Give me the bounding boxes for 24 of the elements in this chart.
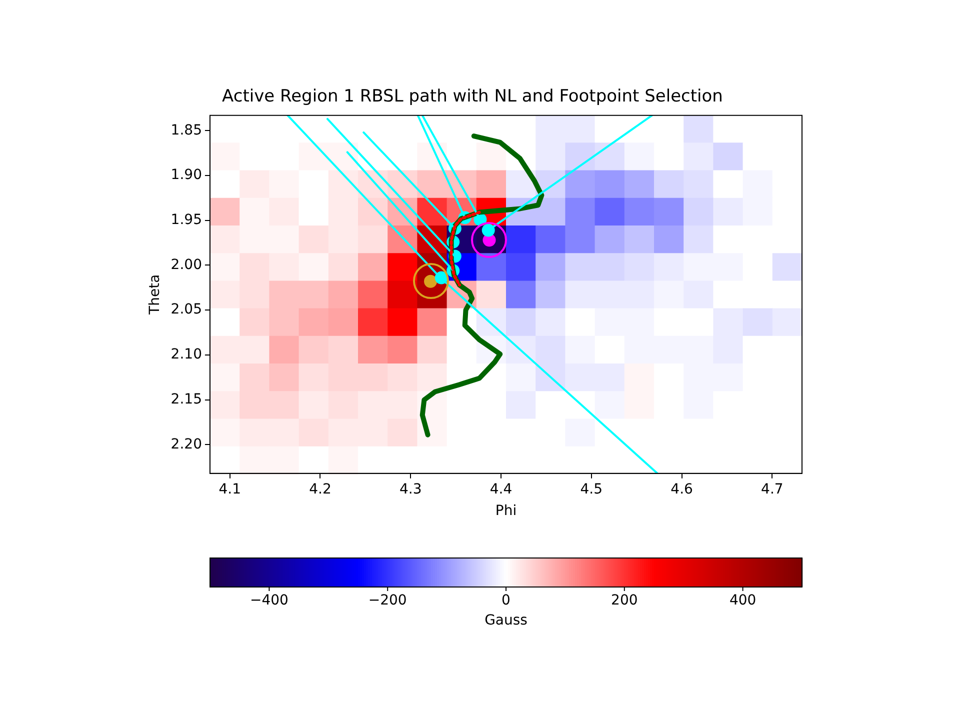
y-tick-label: 2.15 <box>170 391 202 408</box>
y-axis-title: Theta <box>147 274 164 316</box>
x-tick-label: 4.2 <box>309 481 332 498</box>
y-tick-label: 2.05 <box>170 302 202 318</box>
y-tick-label: 1.85 <box>170 122 202 138</box>
color-bar-label: −400 <box>250 592 288 609</box>
chart-title: Active Region 1 RBSL path with NL and Footpoint Selection <box>222 86 723 107</box>
y-tick-label: 2.10 <box>170 346 202 363</box>
y-tick-label: 2.00 <box>170 256 202 273</box>
x-tick-label: 4.5 <box>580 481 603 498</box>
x-tick-label: 4.7 <box>761 481 784 498</box>
color-bar-label: 0 <box>502 592 510 609</box>
color-bar-label: −200 <box>368 592 407 609</box>
x-tick-label: 4.6 <box>670 481 694 498</box>
y-tick-label: 1.95 <box>170 212 202 228</box>
x-tick-label: 4.4 <box>490 481 512 498</box>
x-tick-label: 4.3 <box>399 481 422 498</box>
color-bar-title: Gauss <box>484 612 528 629</box>
x-axis-title: Phi <box>495 503 517 520</box>
x-tick-label: 4.1 <box>218 481 241 498</box>
y-tick-label: 1.90 <box>170 167 202 184</box>
color-bar-label: 400 <box>729 592 756 609</box>
y-tick-label: 2.20 <box>170 436 202 452</box>
color-bar-label: 200 <box>611 592 638 609</box>
